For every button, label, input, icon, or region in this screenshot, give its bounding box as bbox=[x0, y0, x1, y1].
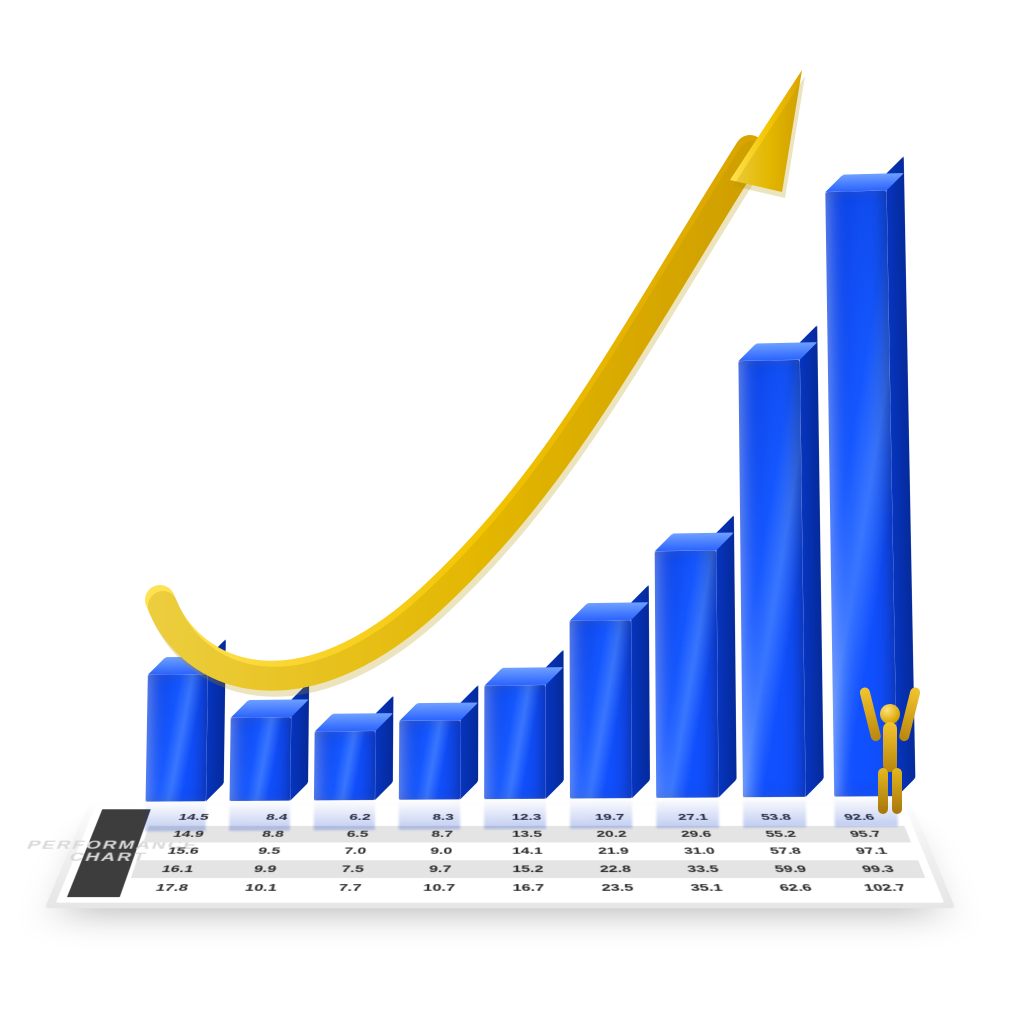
bar bbox=[738, 360, 805, 798]
table-cell: 16.7 bbox=[484, 878, 574, 897]
table-cell: 7.7 bbox=[304, 878, 396, 897]
table-cell: 33.5 bbox=[658, 860, 749, 878]
table-cell: 62.6 bbox=[749, 878, 843, 897]
table-cell: 22.8 bbox=[571, 860, 661, 878]
table-cell: 7.5 bbox=[307, 860, 397, 878]
bar bbox=[146, 674, 208, 802]
table-cell: 35.1 bbox=[661, 878, 754, 897]
table-cell: 9.9 bbox=[219, 860, 311, 878]
table-cell: 21.9 bbox=[570, 843, 658, 861]
table-cell: 10.1 bbox=[214, 878, 307, 897]
table-cell: 102.7 bbox=[837, 878, 933, 897]
table-cell: 9.7 bbox=[396, 860, 485, 878]
table-cell: 55.2 bbox=[736, 826, 825, 843]
performance-chart-stage: PERFORMANCE CHART 14.58.46.28.312.319.72… bbox=[0, 0, 1024, 1024]
person-icon bbox=[870, 674, 910, 814]
table-cell: 97.1 bbox=[826, 843, 918, 861]
table-cell: 95.7 bbox=[820, 826, 911, 843]
table-cell: 31.0 bbox=[655, 843, 744, 861]
bar bbox=[570, 620, 633, 799]
table-cell: 10.7 bbox=[394, 878, 484, 897]
table-cell: 15.6 bbox=[137, 843, 228, 861]
bar bbox=[314, 731, 376, 801]
table-cell: 17.8 bbox=[124, 878, 219, 897]
table-cell: 16.1 bbox=[131, 860, 224, 878]
table-cell: 59.9 bbox=[745, 860, 838, 878]
table-cell: 29.6 bbox=[653, 826, 741, 843]
table-cell: 23.5 bbox=[572, 878, 663, 897]
bar-group bbox=[146, 171, 914, 802]
table-cell: 7.0 bbox=[311, 843, 400, 861]
table-cell: 14.1 bbox=[484, 843, 571, 861]
table-cell: 57.8 bbox=[740, 843, 831, 861]
bar bbox=[655, 550, 719, 798]
table-cell: 99.3 bbox=[831, 860, 925, 878]
table-cell: 9.5 bbox=[224, 843, 314, 861]
bar bbox=[399, 720, 461, 800]
bar bbox=[484, 685, 546, 799]
table-cell: 15.2 bbox=[484, 860, 572, 878]
table-cell: 9.0 bbox=[397, 843, 484, 861]
bar bbox=[230, 717, 292, 801]
